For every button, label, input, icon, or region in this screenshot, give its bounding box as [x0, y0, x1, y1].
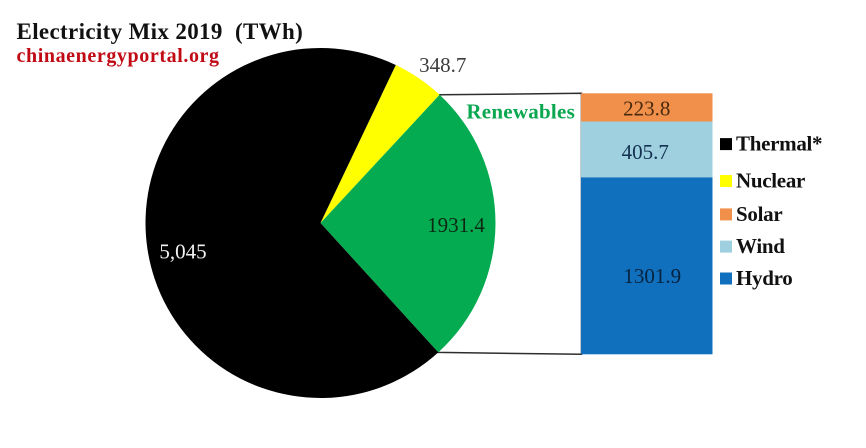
svg-text:Thermal*: Thermal*	[736, 132, 822, 156]
svg-text:405.7: 405.7	[622, 140, 669, 164]
svg-text:Electricity Mix 2019 (TWh): Electricity Mix 2019 (TWh)	[17, 19, 304, 44]
svg-text:Wind: Wind	[736, 234, 785, 258]
svg-text:Renewables: Renewables	[466, 100, 575, 124]
svg-text:Solar: Solar	[736, 202, 782, 226]
svg-text:chinaenergyportal.org: chinaenergyportal.org	[17, 45, 220, 67]
svg-text:348.7: 348.7	[419, 53, 466, 77]
svg-text:1301.9: 1301.9	[623, 264, 681, 288]
svg-text:1931.4: 1931.4	[427, 213, 485, 237]
svg-text:Nuclear: Nuclear	[736, 169, 805, 193]
svg-text:Hydro: Hydro	[736, 266, 792, 290]
svg-text:5,045: 5,045	[159, 240, 206, 264]
svg-text:223.8: 223.8	[623, 97, 670, 121]
